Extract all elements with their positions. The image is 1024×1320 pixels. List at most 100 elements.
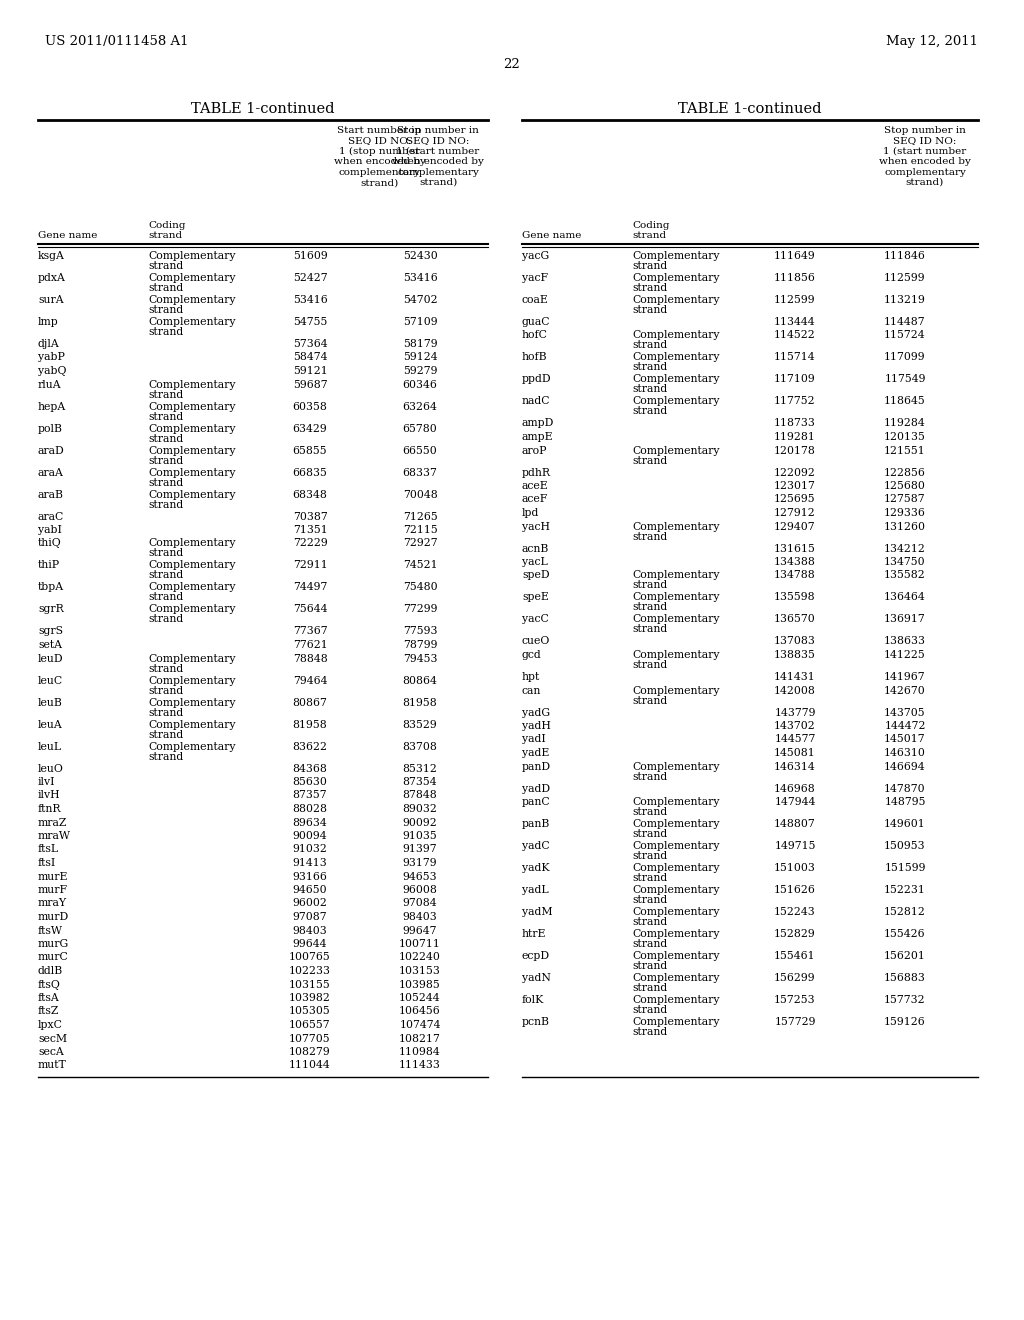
Text: 103155: 103155	[289, 979, 331, 990]
Text: secM: secM	[38, 1034, 68, 1044]
Text: 111044: 111044	[289, 1060, 331, 1071]
Text: Complementary: Complementary	[148, 317, 236, 327]
Text: strand: strand	[148, 455, 183, 466]
Text: mutT: mutT	[38, 1060, 67, 1071]
Text: secA: secA	[38, 1047, 63, 1057]
Text: 111846: 111846	[884, 251, 926, 261]
Text: 147870: 147870	[884, 784, 926, 793]
Text: sgrS: sgrS	[38, 627, 63, 636]
Text: strand: strand	[148, 730, 183, 739]
Text: 127912: 127912	[774, 508, 816, 517]
Text: lpxC: lpxC	[38, 1020, 62, 1030]
Text: 117549: 117549	[885, 375, 926, 384]
Text: speD: speD	[522, 570, 550, 581]
Text: 157729: 157729	[774, 1016, 816, 1027]
Text: 122856: 122856	[884, 467, 926, 478]
Text: murC: murC	[38, 953, 69, 962]
Text: 68348: 68348	[293, 490, 328, 499]
Text: 127587: 127587	[884, 495, 926, 504]
Text: yadE: yadE	[522, 748, 549, 758]
Text: 66550: 66550	[402, 446, 437, 455]
Text: yacG: yacG	[522, 251, 549, 261]
Text: ksgA: ksgA	[38, 251, 65, 261]
Text: 149601: 149601	[884, 818, 926, 829]
Text: 102240: 102240	[399, 953, 441, 962]
Text: 125695: 125695	[774, 495, 816, 504]
Text: 71265: 71265	[402, 511, 437, 521]
Text: yacF: yacF	[522, 273, 548, 282]
Text: 112599: 112599	[774, 294, 816, 305]
Text: Gene name: Gene name	[38, 231, 97, 240]
Text: Complementary: Complementary	[148, 424, 236, 433]
Text: 120178: 120178	[774, 446, 816, 455]
Text: sgrR: sgrR	[38, 605, 63, 615]
Text: Complementary: Complementary	[148, 446, 236, 455]
Text: mraY: mraY	[38, 899, 68, 908]
Text: 72927: 72927	[402, 539, 437, 549]
Text: Coding
strand: Coding strand	[632, 220, 670, 240]
Text: Stop number in
SEQ ID NO:
1 (start number
when encoded by
complementary
strand): Stop number in SEQ ID NO: 1 (start numbe…	[392, 125, 484, 187]
Text: strand: strand	[632, 895, 668, 906]
Text: 81958: 81958	[293, 719, 328, 730]
Text: yadM: yadM	[522, 907, 553, 917]
Text: strand: strand	[148, 549, 183, 558]
Text: yacH: yacH	[522, 521, 550, 532]
Text: 96002: 96002	[293, 899, 328, 908]
Text: 63264: 63264	[402, 401, 437, 412]
Text: strand: strand	[632, 983, 668, 993]
Text: strand: strand	[632, 771, 668, 781]
Text: 123017: 123017	[774, 480, 816, 491]
Text: 100765: 100765	[289, 953, 331, 962]
Text: 52427: 52427	[293, 273, 328, 282]
Text: Complementary: Complementary	[632, 330, 720, 341]
Text: 78848: 78848	[293, 653, 328, 664]
Text: ftnR: ftnR	[38, 804, 61, 814]
Text: Complementary: Complementary	[632, 649, 720, 660]
Text: Complementary: Complementary	[632, 762, 720, 771]
Text: 72229: 72229	[293, 539, 328, 549]
Text: 77621: 77621	[293, 640, 328, 649]
Text: panB: panB	[522, 818, 550, 829]
Text: 90092: 90092	[402, 817, 437, 828]
Text: strand: strand	[632, 624, 668, 635]
Text: strand: strand	[632, 407, 668, 417]
Text: 115714: 115714	[774, 352, 816, 363]
Text: strand: strand	[632, 581, 668, 590]
Text: 84368: 84368	[293, 763, 328, 774]
Text: 89032: 89032	[402, 804, 437, 814]
Text: araA: araA	[38, 467, 63, 478]
Text: strand: strand	[632, 696, 668, 705]
Text: yadL: yadL	[522, 884, 549, 895]
Text: speE: speE	[522, 593, 549, 602]
Text: 141431: 141431	[774, 672, 816, 682]
Text: araD: araD	[38, 446, 65, 455]
Text: pcnB: pcnB	[522, 1016, 550, 1027]
Text: ecpD: ecpD	[522, 950, 550, 961]
Text: 70387: 70387	[293, 511, 328, 521]
Text: Complementary: Complementary	[632, 251, 720, 261]
Text: htrE: htrE	[522, 929, 547, 939]
Text: Complementary: Complementary	[632, 615, 720, 624]
Text: strand: strand	[148, 615, 183, 624]
Text: Complementary: Complementary	[632, 1016, 720, 1027]
Text: leuO: leuO	[38, 763, 63, 774]
Text: 60358: 60358	[293, 401, 328, 412]
Text: setA: setA	[38, 640, 62, 649]
Text: 68337: 68337	[402, 467, 437, 478]
Text: hofB: hofB	[522, 352, 548, 363]
Text: Complementary: Complementary	[148, 697, 236, 708]
Text: yacL: yacL	[522, 557, 548, 568]
Text: 137083: 137083	[774, 636, 816, 647]
Text: 85312: 85312	[402, 763, 437, 774]
Text: 85630: 85630	[293, 777, 328, 787]
Text: strand: strand	[148, 685, 183, 696]
Text: strand: strand	[632, 305, 668, 315]
Text: murE: murE	[38, 871, 69, 882]
Text: 145017: 145017	[884, 734, 926, 744]
Text: Complementary: Complementary	[632, 995, 720, 1005]
Text: TABLE 1-continued: TABLE 1-continued	[191, 102, 335, 116]
Text: 83622: 83622	[293, 742, 328, 751]
Text: 65780: 65780	[402, 424, 437, 433]
Text: 119281: 119281	[774, 432, 816, 442]
Text: Complementary: Complementary	[148, 251, 236, 261]
